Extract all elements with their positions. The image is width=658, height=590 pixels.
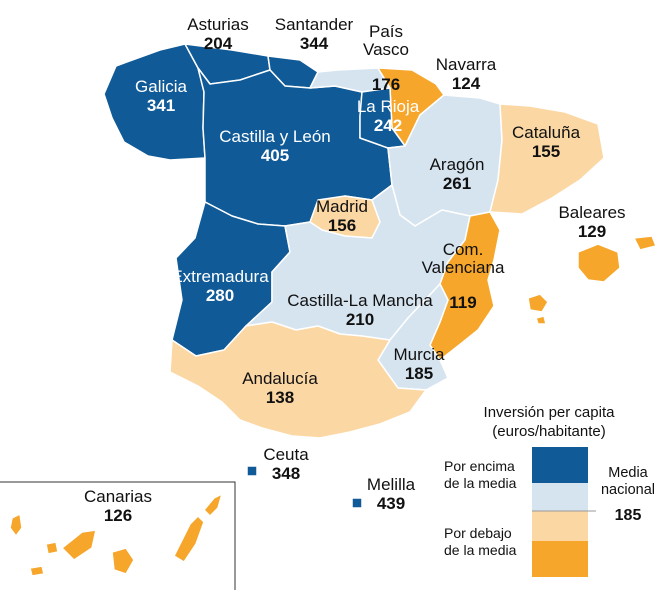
legend-below: Por debajo de la media: [444, 525, 530, 559]
island-tenerife[interactable]: [61, 529, 97, 561]
label-baleares-name: Baleares: [558, 203, 626, 222]
legend-national-line2: nacional: [600, 482, 655, 499]
label-baleares: Baleares 129: [552, 204, 632, 241]
region-andalucia[interactable]: [169, 321, 427, 439]
label-santander-value: 344: [299, 33, 329, 53]
label-castilla-leon-value: 405: [260, 145, 290, 165]
island-formentera[interactable]: [535, 315, 547, 325]
legend-below-line1: Por debajo: [444, 525, 512, 541]
label-madrid-name: Madrid: [316, 197, 368, 216]
legend-national-value: 185: [614, 506, 642, 524]
island-mallorca[interactable]: [577, 243, 621, 283]
canarias-box: [0, 481, 236, 590]
label-galicia-name: Galicia: [135, 77, 187, 96]
label-valenciana-value: 119: [449, 293, 477, 313]
label-canarias: Canarias 126: [74, 488, 162, 525]
label-galicia-value: 341: [146, 95, 176, 115]
label-aragon: Aragón 261: [422, 156, 492, 193]
label-canarias-name: Canarias: [83, 487, 153, 506]
label-castilla-mancha-value: 210: [345, 309, 375, 329]
legend-title: Inversión per capita (euros/habitante): [474, 404, 624, 442]
label-cataluna-value: 155: [531, 141, 561, 161]
label-baleares-value: 129: [577, 221, 607, 241]
island-ibiza[interactable]: [527, 293, 549, 313]
label-asturias: Asturias 204: [178, 16, 258, 53]
region-valenciana[interactable]: [429, 211, 501, 361]
legend-below-line2: de la media: [444, 541, 517, 558]
label-extremadura-name: Extremadura: [171, 267, 269, 286]
legend-swatch-below-low: [532, 541, 588, 577]
region-cataluna[interactable]: [489, 103, 605, 215]
label-aragon-name: Aragón: [429, 155, 485, 174]
label-murcia-name: Murcia: [393, 345, 445, 364]
label-andalucia: Andalucía 138: [236, 370, 324, 407]
label-pais-vasco-value: 176: [371, 75, 401, 95]
legend-swatch-below-mid: [532, 511, 588, 541]
label-asturias-value: 204: [203, 33, 233, 53]
label-castilla-leon: Castilla y León 405: [212, 128, 338, 165]
label-canarias-value: 126: [103, 505, 133, 525]
label-ceuta-value: 348: [271, 463, 301, 483]
label-melilla-value: 439: [376, 493, 406, 513]
label-andalucia-value: 138: [265, 387, 295, 407]
label-la-rioja-value: 242: [373, 115, 403, 135]
label-madrid: Madrid 156: [310, 198, 374, 235]
label-asturias-name: Asturias: [187, 15, 249, 34]
legend-title-line1: Inversión per capita: [483, 404, 615, 421]
legend-national-line1: Media: [608, 465, 648, 481]
island-lanzarote[interactable]: [203, 493, 223, 517]
label-murcia-value: 185: [404, 363, 434, 383]
label-castilla-mancha: Castilla-La Mancha 210: [282, 292, 438, 329]
legend-title-line2: (euros/habitante): [492, 422, 606, 440]
legend-above: Por encima de la media: [444, 458, 530, 492]
label-madrid-value: 156: [327, 215, 357, 235]
label-melilla: Melilla 439: [356, 476, 426, 513]
label-navarra: Navarra 124: [430, 56, 502, 93]
label-extremadura-value: 280: [205, 285, 235, 305]
island-menorca[interactable]: [633, 235, 657, 251]
label-santander-name: Santander: [274, 15, 354, 34]
ceuta-marker[interactable]: [246, 465, 258, 477]
label-la-rioja: La Rioja 242: [352, 98, 424, 135]
label-melilla-name: Melilla: [366, 475, 416, 494]
melilla-marker[interactable]: [351, 497, 363, 509]
label-aragon-value: 261: [442, 173, 472, 193]
legend-swatch-above-mid: [532, 483, 588, 511]
label-ceuta: Ceuta 348: [256, 446, 316, 483]
label-cataluna-name: Cataluña: [511, 123, 581, 142]
island-el-hierro[interactable]: [29, 565, 45, 577]
label-galicia: Galicia 341: [128, 78, 194, 115]
label-navarra-name: Navarra: [435, 55, 497, 74]
label-castilla-leon-name: Castilla y León: [219, 127, 331, 146]
label-cataluna: Cataluña 155: [506, 124, 586, 161]
legend-above-line2: de la media: [444, 474, 517, 491]
legend-above-line1: Por encima: [444, 458, 515, 474]
label-ceuta-name: Ceuta: [263, 445, 309, 464]
label-castilla-mancha-name: Castilla-La Mancha: [287, 291, 433, 310]
island-la-gomera[interactable]: [45, 541, 59, 555]
label-navarra-value: 124: [451, 73, 481, 93]
label-valenciana-name: Com. Valenciana: [421, 239, 505, 277]
label-pais-vasco-name: País Vasco: [363, 21, 409, 59]
label-extremadura: Extremadura 280: [170, 268, 270, 305]
legend-national: Media nacional 185: [596, 465, 658, 525]
island-la-palma[interactable]: [9, 513, 23, 537]
label-santander: Santander 344: [267, 16, 361, 53]
legend-swatch-above-high: [532, 447, 588, 483]
label-murcia: Murcia 185: [386, 346, 452, 383]
label-la-rioja-name: La Rioja: [356, 97, 420, 116]
label-valenciana: Com. Valenciana 119: [416, 224, 510, 329]
label-pais-vasco: País Vasco 176: [358, 6, 414, 111]
label-andalucia-name: Andalucía: [242, 369, 318, 388]
island-fuerteventura[interactable]: [173, 515, 205, 563]
island-gran-canaria[interactable]: [111, 547, 135, 575]
